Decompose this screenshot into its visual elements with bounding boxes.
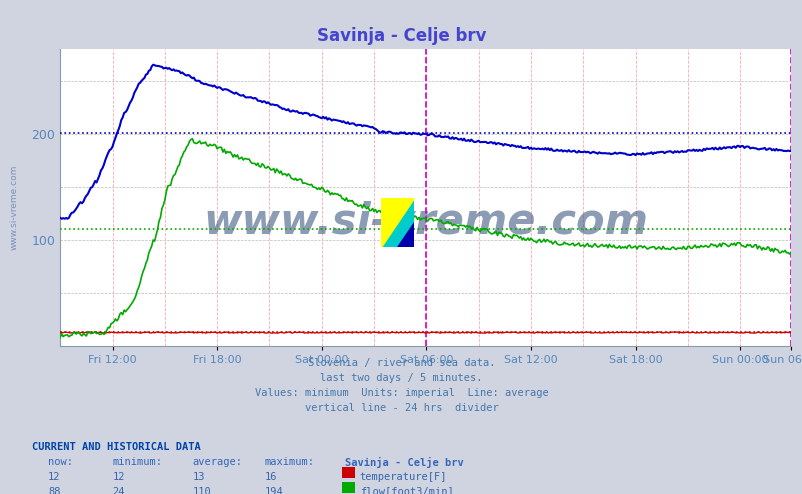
Text: 194: 194 — [265, 487, 283, 494]
Text: temperature[F]: temperature[F] — [359, 472, 447, 482]
Text: 13: 13 — [192, 472, 205, 482]
Text: Values: minimum  Units: imperial  Line: average: Values: minimum Units: imperial Line: av… — [254, 388, 548, 398]
Text: 88: 88 — [48, 487, 61, 494]
Text: flow[foot3/min]: flow[foot3/min] — [359, 487, 453, 494]
Text: 12: 12 — [112, 472, 125, 482]
Text: 16: 16 — [265, 472, 277, 482]
Text: average:: average: — [192, 457, 242, 467]
Text: www.si-vreme.com: www.si-vreme.com — [10, 165, 18, 250]
Text: now:: now: — [48, 457, 73, 467]
Text: minimum:: minimum: — [112, 457, 162, 467]
Polygon shape — [381, 198, 413, 247]
Text: 24: 24 — [112, 487, 125, 494]
Text: www.si-vreme.com: www.si-vreme.com — [203, 200, 647, 243]
Text: Slovenia / river and sea data.: Slovenia / river and sea data. — [307, 358, 495, 368]
Text: 110: 110 — [192, 487, 211, 494]
Polygon shape — [397, 222, 413, 247]
Text: 12: 12 — [48, 472, 61, 482]
Text: Savinja - Celje brv: Savinja - Celje brv — [345, 457, 464, 468]
Text: Savinja - Celje brv: Savinja - Celje brv — [316, 27, 486, 45]
Text: last two days / 5 minutes.: last two days / 5 minutes. — [320, 373, 482, 383]
Polygon shape — [381, 198, 413, 247]
Text: CURRENT AND HISTORICAL DATA: CURRENT AND HISTORICAL DATA — [32, 442, 200, 452]
Text: maximum:: maximum: — [265, 457, 314, 467]
Text: vertical line - 24 hrs  divider: vertical line - 24 hrs divider — [304, 403, 498, 412]
